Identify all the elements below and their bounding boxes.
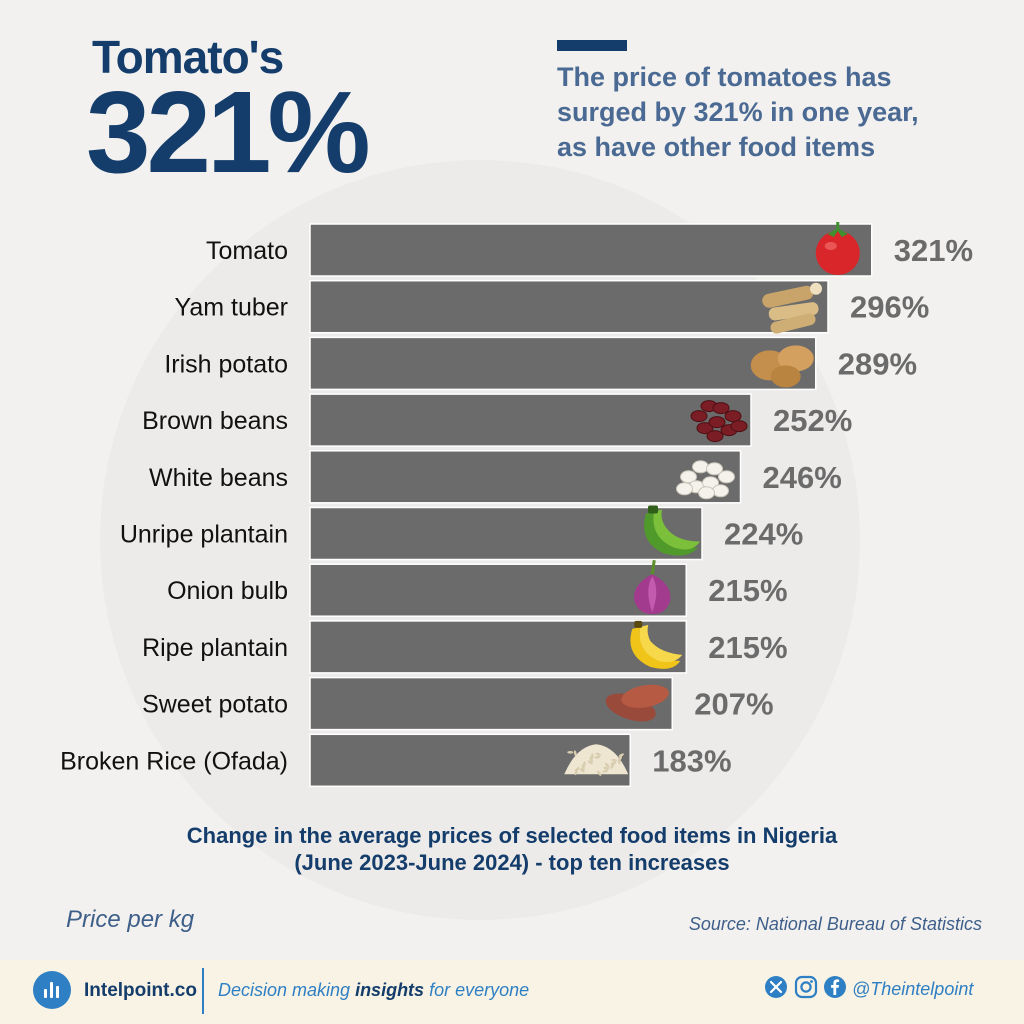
- value-label-onion-bulb: 215%: [708, 573, 787, 608]
- footer: Intelpoint.co Decision making insights f…: [0, 960, 1024, 1024]
- value-label-white-beans: 246%: [763, 460, 842, 495]
- brand-logo-icon: [33, 971, 71, 1009]
- unit-note: Price per kg: [66, 906, 195, 933]
- chart-caption-line-1: Change in the average prices of selected…: [186, 823, 838, 848]
- subtitle-line-1: The price of tomatoes has: [557, 62, 892, 92]
- category-label-irish-potato: Irish potato: [164, 350, 288, 378]
- tagline-prefix: Decision making: [218, 980, 356, 1000]
- value-label-broken-rice-ofada: 183%: [652, 743, 731, 778]
- category-label-onion-bulb: Onion bulb: [167, 577, 288, 605]
- brand-name[interactable]: Intelpoint.co: [84, 980, 197, 1001]
- sweet-potato-icon: [605, 684, 669, 722]
- tagline-suffix: for everyone: [424, 980, 530, 1000]
- ripe-plantain-icon: [630, 620, 683, 669]
- onion-icon: [634, 559, 671, 615]
- brown-beans-icon: [690, 400, 748, 443]
- footer-divider: [202, 968, 204, 1014]
- accent-bar: [557, 40, 627, 51]
- unripe-plantain-icon: [644, 505, 700, 556]
- category-label-tomato: Tomato: [206, 237, 288, 265]
- hero-eyebrow: Tomato's: [92, 31, 284, 83]
- value-label-yam-tuber: 296%: [850, 290, 929, 325]
- bar-tomato: [309, 223, 873, 277]
- category-label-yam-tuber: Yam tuber: [175, 294, 288, 322]
- facebook-icon[interactable]: [823, 975, 847, 999]
- value-label-irish-potato: 289%: [838, 346, 917, 381]
- category-label-white-beans: White beans: [149, 464, 288, 492]
- tomato-icon: [815, 222, 860, 275]
- bar-chart: Tomato 321% Yam tuber 296% Irish potato 289% B…: [60, 222, 973, 788]
- category-label-ripe-plantain: Ripe plantain: [142, 634, 288, 662]
- subtitle-line-2: surged by 321% in one year,: [557, 97, 919, 127]
- source-note: Source: National Bureau of Statistics: [688, 914, 982, 934]
- value-label-ripe-plantain: 215%: [708, 630, 787, 665]
- value-label-sweet-potato: 207%: [694, 687, 773, 722]
- yam-icon: [762, 282, 822, 334]
- tagline: Decision making insights for everyone: [218, 980, 529, 1001]
- category-label-sweet-potato: Sweet potato: [142, 691, 288, 719]
- chart-caption-line-2: (June 2023-June 2024) - top ten increase…: [294, 850, 730, 875]
- x-social-icon[interactable]: [764, 975, 788, 999]
- social-handle[interactable]: @Theintelpoint: [852, 979, 974, 999]
- category-label-unripe-plantain: Unripe plantain: [120, 521, 288, 549]
- category-label-broken-rice-ofada: Broken Rice (Ofada): [60, 747, 288, 775]
- bar-unripe-plantain: [309, 506, 703, 561]
- hero-value: 321%: [86, 67, 371, 197]
- value-label-tomato: 321%: [894, 233, 973, 268]
- irish-potato-icon: [750, 345, 814, 388]
- value-label-unripe-plantain: 224%: [724, 517, 803, 552]
- bar-brown-beans: [309, 393, 752, 447]
- bar-ripe-plantain: [309, 620, 687, 674]
- instagram-icon[interactable]: [794, 975, 818, 999]
- subtitle-line-3: as have other food items: [557, 132, 876, 162]
- value-label-brown-beans: 252%: [773, 403, 852, 438]
- tagline-bold: insights: [355, 980, 425, 1000]
- bar-white-beans: [309, 450, 742, 504]
- rice-icon: [564, 744, 629, 776]
- category-label-brown-beans: Brown beans: [142, 407, 288, 435]
- white-beans-icon: [676, 460, 735, 500]
- bar-yam-tuber: [309, 279, 829, 334]
- bar-irish-potato: [309, 336, 817, 391]
- bar-onion-bulb: [309, 563, 687, 617]
